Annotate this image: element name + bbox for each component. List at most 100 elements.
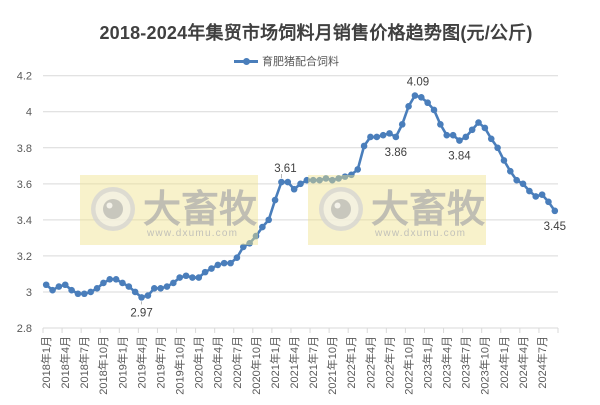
data-point-marker [418,94,425,101]
y-axis-labels: 2.8 3 3.2 3.4 3.6 3.8 4 4.2 [17,71,32,335]
x-tick-label: 2019年10月 [173,336,187,395]
x-tick-label: 2019年1月 [115,336,129,389]
data-point-marker [112,276,120,283]
x-tick-label: 2020年7月 [230,336,244,389]
data-point-marker [341,173,349,180]
data-point-marker [74,290,82,298]
x-tick-label: 2023年10月 [478,336,492,395]
data-point-marker [519,180,527,188]
data-point-marker [220,259,228,267]
data-point-marker [322,175,330,182]
data-point-marker [131,288,139,296]
watermark-url: www.dxumu.com [374,228,466,239]
x-axis: 2018年1月 2018年4月 2018年7月 2018年10月 2019年1月 2019… [39,328,559,395]
data-point-marker [163,283,171,290]
x-tick-label: 2018年7月 [77,336,91,389]
data-point-marker [87,288,94,296]
data-point-marker [246,239,253,247]
data-point-marker [443,131,451,139]
data-point-marker [367,133,374,141]
data-point-marker [93,285,101,292]
x-tick-label: 2023年4月 [440,336,454,389]
data-point-marker [411,92,419,99]
data-label: 4.09 [407,77,429,89]
x-tick-label: 2023年7月 [459,336,473,389]
data-point-marker [386,130,393,137]
data-point-marker [500,157,508,164]
data-point-marker [208,265,215,272]
watermark-2: 大畜牧 www.dxumu.com [308,175,486,245]
data-point-marker [157,285,164,292]
data-point-marker [189,274,196,281]
data-labels: 2.97 3.61 3.86 4.09 3.84 3.45 [130,77,566,320]
x-tick-label: 2018年10月 [96,336,110,395]
data-point-marker [487,135,495,143]
data-point-marker [309,176,317,184]
data-point-marker [297,180,304,188]
data-point-marker [379,131,387,139]
data-point-marker [405,103,412,110]
data-point-marker [507,167,514,175]
data-point-marker [430,106,438,114]
data-point-marker [201,268,209,276]
data-label: 3.45 [544,221,566,233]
data-point-marker [100,279,107,287]
data-point-marker [468,126,476,134]
data-point-marker [278,178,285,186]
data-point-marker [328,176,336,184]
x-tick-label: 2023年1月 [421,336,435,389]
data-point-marker [233,254,241,262]
x-tick-label: 2022年10月 [401,336,415,395]
y-tick-label: 3.6 [17,179,32,191]
data-point-marker [284,178,292,186]
data-point-marker [424,99,431,107]
x-tick-label: 2022年7月 [382,336,396,389]
data-label: 2.97 [130,307,152,319]
y-tick-label: 3.2 [17,251,32,263]
data-point-marker [252,232,260,240]
data-point-marker [354,166,362,173]
legend: 育肥猪配合饲料 [234,53,339,69]
x-tick-label: 2019年7月 [153,336,167,389]
data-point-marker [545,198,552,206]
data-point-marker [68,286,75,294]
data-point-marker [513,176,520,184]
data-point-marker [526,187,533,195]
data-point-marker [335,175,342,182]
x-tick-label: 2024年7月 [535,336,549,389]
data-point-marker [481,124,489,132]
y-tick-label: 3.8 [17,143,32,155]
data-point-marker [456,137,463,144]
x-tick-label: 2022年1月 [344,336,358,389]
data-point-marker [290,185,298,193]
data-point-marker [138,294,145,301]
data-point-marker [373,133,381,141]
data-point-marker [55,283,63,290]
data-point-marker [150,285,158,292]
chart-title: 2018-2024年集贸市场饲料月销售价格趋势图(元/公斤) [99,23,533,43]
x-tick-label: 2024年1月 [497,336,511,389]
data-point-marker [360,142,368,150]
watermark-url: www.dxumu.com [146,228,238,239]
watermark-1: 大畜牧 www.dxumu.com [80,175,258,245]
data-point-marker [392,133,400,141]
y-tick-label: 3.4 [17,215,32,227]
watermark-brand: 大畜牧 [143,189,258,231]
series-line [42,92,559,301]
data-point-marker [61,281,69,289]
data-point-marker [49,286,56,294]
x-tick-label: 2020年10月 [249,336,263,395]
data-point-marker [227,259,234,267]
data-point-marker [81,290,88,298]
data-label: 3.61 [274,163,296,175]
y-tick-label: 2.8 [17,323,32,335]
data-point-marker [106,276,114,283]
data-point-marker [259,223,266,231]
x-tick-label: 2024年4月 [516,336,530,389]
circle-eye-logo-icon [91,187,135,231]
x-tick-label: 2021年7月 [306,336,320,389]
data-point-marker [437,121,444,128]
data-point-marker [119,279,126,287]
data-point-marker [265,216,273,224]
